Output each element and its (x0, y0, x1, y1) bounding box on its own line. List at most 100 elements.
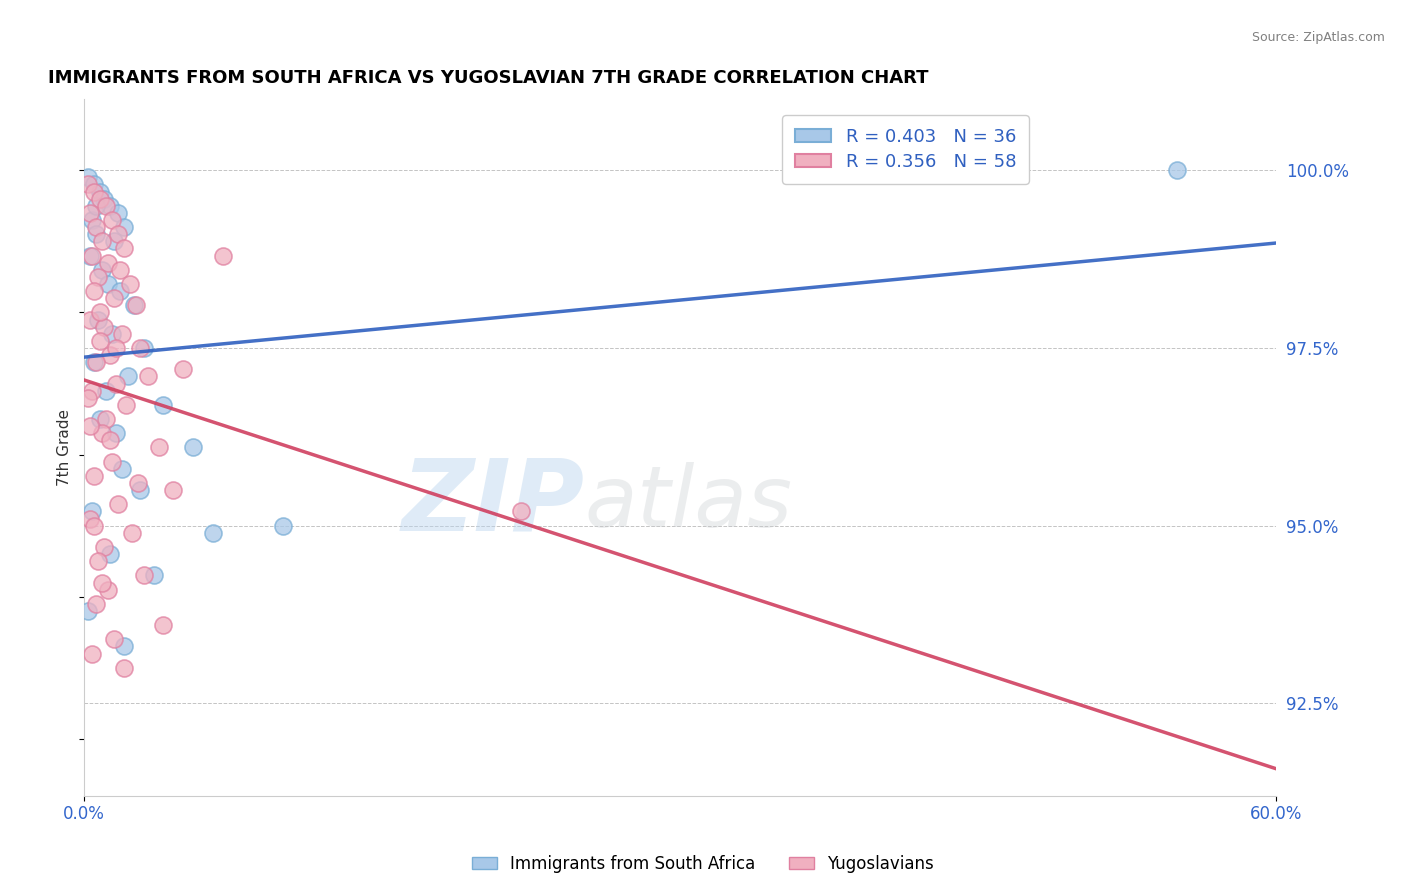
Point (104, 376, 127, 391)
Point (90, 235, 112, 249)
Point (80, 213, 103, 227)
Point (90, 262, 112, 277)
Point (212, 249, 235, 263)
Point (77, 178, 100, 192)
Point (80, 647, 103, 661)
Point (136, 369, 159, 384)
Point (107, 206, 129, 220)
Point (83, 185, 105, 199)
Point (112, 220, 135, 235)
Point (128, 341, 150, 355)
Point (90, 575, 112, 590)
Point (104, 426, 127, 441)
Point (103, 291, 125, 305)
Point (83, 469, 105, 483)
Point (108, 284, 131, 298)
Point (112, 661, 135, 675)
Point (181, 441, 204, 455)
Legend: Immigrants from South Africa, Yugoslavians: Immigrants from South Africa, Yugoslavia… (465, 848, 941, 880)
Point (124, 298, 146, 312)
Point (118, 277, 141, 291)
Point (94, 412, 117, 426)
Point (89, 412, 111, 426)
Point (172, 362, 194, 376)
Point (79, 206, 101, 220)
Point (271, 518, 294, 533)
Text: ZIP: ZIP (402, 455, 585, 551)
Point (83, 518, 105, 533)
Point (162, 483, 184, 497)
Point (89, 305, 111, 319)
Point (83, 355, 105, 369)
Point (112, 242, 135, 256)
Y-axis label: 7th Grade: 7th Grade (58, 409, 72, 486)
Text: Source: ZipAtlas.com: Source: ZipAtlas.com (1251, 31, 1385, 45)
Point (142, 568, 165, 582)
Point (94, 199, 117, 213)
Point (97, 277, 120, 291)
Point (79, 511, 101, 525)
Point (87, 554, 110, 568)
Point (98, 547, 121, 561)
Point (132, 341, 155, 355)
Point (97, 582, 120, 597)
Point (132, 568, 155, 582)
Point (89, 334, 111, 348)
Point (77, 604, 100, 618)
Point (84, 227, 107, 242)
Point (90, 426, 112, 441)
Point (152, 398, 174, 412)
Point (84, 220, 107, 235)
Text: atlas: atlas (585, 462, 793, 545)
Point (128, 483, 150, 497)
Point (111, 462, 134, 476)
Point (89, 185, 111, 199)
Point (152, 618, 174, 632)
Point (127, 475, 149, 490)
Point (93, 192, 115, 206)
Point (93, 540, 115, 554)
Point (84, 199, 107, 213)
Point (77, 170, 100, 185)
Point (108, 262, 131, 277)
Text: IMMIGRANTS FROM SOUTH AFRICA VS YUGOSLAVIAN 7TH GRADE CORRELATION CHART: IMMIGRANTS FROM SOUTH AFRICA VS YUGOSLAV… (48, 69, 929, 87)
Point (79, 249, 101, 263)
Point (77, 391, 100, 405)
Point (80, 249, 103, 263)
Point (93, 319, 115, 334)
Point (79, 312, 101, 326)
Point (98, 199, 121, 213)
Point (122, 298, 145, 312)
Point (94, 384, 117, 398)
Point (148, 441, 170, 455)
Point (104, 341, 127, 355)
Point (79, 419, 101, 434)
Point (83, 178, 105, 192)
Point (89, 192, 111, 206)
Point (87, 312, 110, 326)
Point (84, 355, 107, 369)
Point (101, 455, 124, 469)
Point (117, 369, 139, 384)
Point (97, 255, 120, 269)
Point (80, 504, 103, 518)
Point (202, 525, 225, 540)
Point (101, 213, 124, 227)
Point (510, 504, 533, 518)
Point (98, 348, 121, 362)
Point (107, 497, 129, 511)
Point (121, 525, 143, 540)
Point (84, 597, 107, 611)
Point (107, 227, 129, 242)
Point (101, 326, 124, 341)
Point (80, 384, 103, 398)
Point (98, 434, 121, 448)
Point (83, 284, 105, 298)
Point (87, 269, 110, 284)
Point (114, 398, 136, 412)
Point (1166, 163, 1188, 178)
Point (112, 640, 135, 654)
Point (111, 326, 134, 341)
Legend: R = 0.403   N = 36, R = 0.356   N = 58: R = 0.403 N = 36, R = 0.356 N = 58 (782, 115, 1029, 184)
Point (103, 235, 125, 249)
